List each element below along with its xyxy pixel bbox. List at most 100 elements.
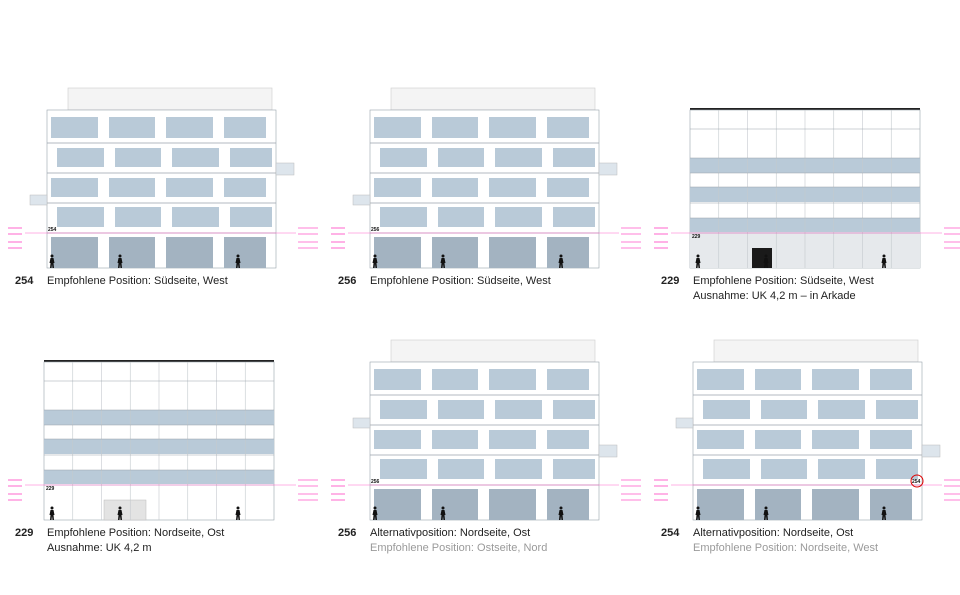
balcony (921, 444, 941, 458)
person (763, 510, 769, 520)
window (755, 369, 801, 390)
panel-number: 254 (661, 527, 680, 539)
sign-label: 254 (48, 227, 57, 233)
panel-number: 254 (15, 275, 34, 287)
window (51, 178, 98, 197)
person (117, 258, 123, 268)
window (432, 430, 478, 449)
person (50, 506, 54, 510)
balcony (675, 417, 694, 429)
person (49, 510, 55, 520)
shopfront (870, 489, 912, 520)
window (172, 148, 219, 167)
shopfront (697, 489, 744, 520)
caption-line: Ausnahme: UK 4,2 m – in Arkade (693, 290, 856, 302)
person (235, 258, 241, 268)
window (547, 178, 589, 197)
person (236, 254, 240, 258)
window (224, 178, 266, 197)
entrance (103, 499, 147, 521)
caption-line: Alternativposition: Nordseite, Ost (370, 527, 531, 539)
penthouse (67, 87, 273, 111)
window (553, 207, 595, 227)
shopfront (489, 489, 536, 520)
window (489, 430, 536, 449)
penthouse (390, 339, 596, 363)
caption: Alternativposition: Nordseite, Ost Empfoh… (370, 526, 547, 556)
sign-label: 256 (371, 227, 380, 233)
person (440, 510, 446, 520)
window (755, 430, 801, 449)
person (50, 254, 54, 258)
window (761, 459, 807, 479)
person (373, 254, 377, 258)
panel-number: 229 (15, 527, 34, 539)
sign-label: 229 (692, 234, 701, 240)
caption: Alternativposition: Nordseite, Ost Empfoh… (693, 526, 878, 556)
shopfront (374, 489, 421, 520)
window (818, 459, 865, 479)
balcony (598, 444, 618, 458)
caption: Empfohlene Position: Nordseite, Ost Ausna… (47, 526, 224, 556)
sign-label: 254 (912, 479, 921, 485)
person (559, 506, 563, 510)
person (695, 510, 701, 520)
shopfront (224, 237, 266, 268)
balcony (352, 417, 371, 429)
person (764, 254, 768, 258)
window (495, 207, 542, 227)
roof (44, 360, 274, 362)
caption-note: Empfohlene Position: Ostseite, Nord (370, 542, 548, 554)
shopfront (166, 237, 213, 268)
shopfront (812, 489, 859, 520)
shopfront (547, 237, 589, 268)
window (57, 148, 104, 167)
window (115, 207, 161, 227)
window (380, 459, 427, 479)
person (441, 506, 445, 510)
person (441, 254, 445, 258)
person (559, 254, 563, 258)
window (230, 148, 272, 167)
window (109, 178, 155, 197)
window (166, 117, 213, 138)
window (380, 148, 427, 167)
window (438, 148, 484, 167)
person (372, 510, 378, 520)
person (696, 506, 700, 510)
window (374, 178, 421, 197)
caption-note: Empfohlene Position: Nordseite, West (693, 542, 879, 554)
window (438, 207, 484, 227)
balcony (29, 194, 48, 206)
person (118, 506, 122, 510)
window (553, 400, 595, 419)
person (117, 510, 123, 520)
person (235, 510, 241, 520)
window (432, 117, 478, 138)
caption: Empfohlene Position: Südseite, West Ausna… (693, 274, 874, 304)
window (495, 400, 542, 419)
balcony (598, 162, 618, 176)
caption-line: Empfohlene Position: Südseite, West (693, 275, 874, 287)
person (49, 258, 55, 268)
window (380, 207, 427, 227)
entrance (752, 248, 772, 268)
highlight (910, 474, 924, 488)
window (495, 148, 542, 167)
caption-line: Empfohlene Position: Südseite, West (370, 275, 551, 287)
shopfront (755, 489, 801, 520)
window (374, 430, 421, 449)
shopfront (489, 237, 536, 268)
person (558, 258, 564, 268)
caption-line: Alternativposition: Nordseite, Ost (693, 527, 854, 539)
window (374, 369, 421, 390)
window (553, 459, 595, 479)
person (696, 254, 700, 258)
penthouse (390, 87, 596, 111)
person (373, 506, 377, 510)
person (372, 258, 378, 268)
caption-line: Empfohlene Position: Nordseite, Ost (47, 527, 225, 539)
balcony (275, 162, 295, 176)
window (697, 369, 744, 390)
